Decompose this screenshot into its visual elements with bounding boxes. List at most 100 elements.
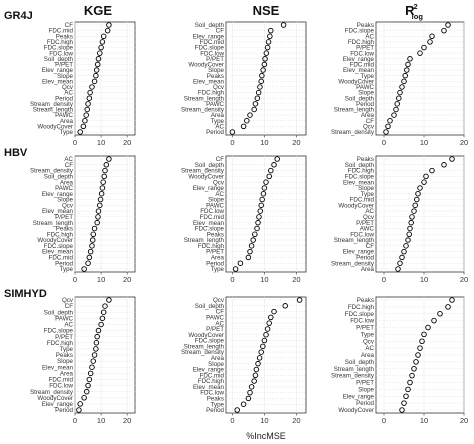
data-point-fdc-high — [251, 378, 257, 384]
data-point-qcv — [385, 123, 391, 130]
y-tick-label: WoodyCover — [338, 202, 374, 209]
y-tick-label: Elev_range — [343, 393, 375, 400]
data-point-fdc-low — [431, 317, 437, 324]
data-point-elev-mean — [421, 179, 427, 185]
data-point-qcv — [296, 297, 303, 303]
data-point-stream-length — [393, 106, 399, 113]
panel-simhyd-nse: QcvSoil_depthCFPAWCACP/PETWoodyCoverFDC.… — [181, 296, 307, 425]
data-point-fdc-high — [445, 304, 451, 310]
data-point-fdc-slope — [441, 27, 447, 34]
y-tick-label: Elev_range — [343, 56, 375, 63]
y-tick-label: Elev_range — [343, 249, 375, 256]
data-point-fdc-slope — [98, 44, 104, 51]
y-tick-label: Period — [206, 260, 224, 267]
y-tick-label: FDC.low — [49, 383, 73, 390]
y-tick-label: P/PET — [206, 249, 224, 256]
data-point-pawc — [258, 202, 264, 209]
y-tick-label: Type — [60, 129, 74, 136]
y-tick-label: Peaks — [56, 33, 73, 40]
y-tick-label: AC — [64, 90, 73, 97]
y-tick-label: Stream_length — [334, 237, 375, 244]
x-tick-label: 0 — [73, 275, 77, 284]
y-tick-label: Period — [206, 129, 224, 136]
row-title-hbv: HBV — [4, 147, 28, 159]
y-tick-label: Qcv — [363, 214, 375, 221]
y-tick-label: FDC.slope — [195, 338, 225, 345]
y-tick-label: Peaks — [357, 297, 374, 304]
y-tick-label: Elev_mean — [42, 364, 74, 371]
data-point-ac — [266, 320, 272, 326]
data-point-pawc — [99, 185, 106, 191]
data-point-fdc-mid — [86, 376, 93, 383]
data-point-cf — [387, 117, 393, 124]
data-point-qcv — [257, 84, 263, 90]
data-point-pawc — [252, 101, 259, 107]
y-tick-label: Period — [206, 407, 224, 414]
y-tick-label: Period — [356, 400, 374, 407]
data-point-period — [86, 95, 93, 101]
data-point-fdc-slope — [261, 337, 268, 344]
y-tick-label: Slope — [57, 197, 73, 204]
y-tick-label: FDC.low — [200, 208, 224, 215]
data-point-cf — [103, 162, 110, 168]
data-point-p-pet — [262, 56, 268, 62]
data-point-stream-length — [84, 106, 91, 113]
y-tick-label: Period — [356, 255, 374, 262]
data-point-type — [232, 266, 239, 272]
y-tick-label: Soil_depth — [44, 309, 74, 316]
x-tick-label: 10 — [260, 275, 268, 284]
data-point-area — [100, 179, 106, 185]
y-tick-label: FDC.high — [348, 168, 375, 175]
data-point-qcv — [409, 214, 415, 220]
y-tick-label: P/PET — [356, 325, 374, 332]
data-point-area — [245, 254, 252, 261]
y-tick-label: Elev_range — [42, 191, 74, 198]
row-title-gr4j: GR4J — [4, 10, 33, 22]
y-tick-label: WoodyCover — [37, 237, 73, 244]
y-tick-label: FDC.low — [350, 231, 374, 238]
y-tick-label: Soil_depth — [195, 22, 225, 29]
data-point-elev-range — [403, 393, 409, 400]
y-tick-label: P/PET — [356, 380, 374, 387]
data-point-elev-mean — [89, 364, 95, 370]
x-tick-label: 20 — [123, 416, 131, 425]
data-point-fdc-slope — [89, 243, 95, 249]
data-point-fdc-mid — [414, 196, 420, 203]
y-tick-label: FDC.mid — [49, 377, 74, 384]
data-point-soil-depth — [101, 173, 107, 180]
data-point-fdc-high — [429, 167, 435, 174]
y-tick-label: Stream_density — [331, 260, 375, 267]
y-tick-label: Area — [361, 352, 375, 359]
y-tick-label: Qcv — [363, 338, 375, 345]
data-point-soil-depth — [441, 162, 447, 168]
data-point-woodycover — [412, 202, 418, 209]
data-point-peaks — [245, 395, 252, 402]
y-tick-label: FDC.slope — [44, 328, 74, 335]
data-point-p-pet — [408, 219, 414, 226]
data-point-woodycover — [261, 61, 268, 68]
y-tick-label: Elev_range — [193, 33, 225, 40]
y-tick-label: PAWC — [55, 112, 73, 119]
y-tick-label: Stream_density — [181, 349, 225, 356]
y-tick-label: AC — [365, 33, 374, 40]
y-tick-label: AC — [64, 322, 73, 329]
y-tick-label: FDC.mid — [49, 28, 74, 35]
data-point-elev-mean — [258, 78, 264, 85]
data-point-slope — [397, 89, 403, 96]
data-point-soil-depth — [413, 359, 419, 365]
y-tick-label: Stream_density — [331, 373, 375, 380]
y-tick-label: FDC.slope — [44, 243, 74, 250]
data-point-fdc-low — [263, 50, 270, 56]
y-tick-label: Type — [361, 191, 375, 198]
y-tick-label: Slope — [208, 197, 224, 204]
panel-frame — [225, 296, 307, 414]
data-point-type — [77, 129, 83, 135]
y-tick-label: Area — [211, 255, 225, 262]
panel-hbv-kge: ACCFStream_densitySoil_depthAreaPAWCElev… — [30, 155, 136, 284]
data-point-p-pet — [264, 326, 271, 332]
data-point-fdc-low — [417, 50, 423, 56]
y-tick-label: FDC.slope — [195, 45, 225, 52]
data-point-fdc-low — [257, 208, 263, 214]
y-tick-label: FDC.high — [348, 39, 375, 46]
